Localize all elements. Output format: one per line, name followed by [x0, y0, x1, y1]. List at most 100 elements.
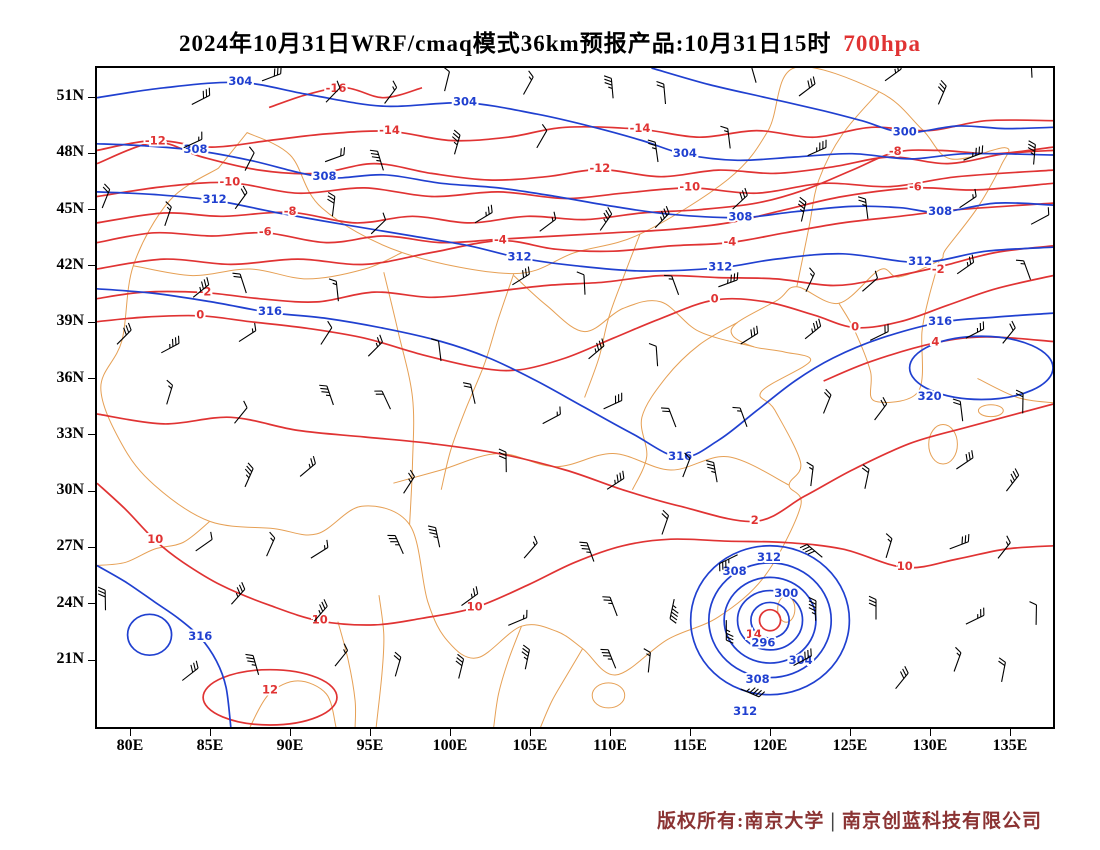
boundary-line — [100, 68, 1010, 676]
wind-barb — [299, 455, 316, 477]
y-axis-tick — [88, 209, 95, 211]
y-axis-tick — [88, 603, 95, 605]
wind-barb — [664, 274, 680, 295]
wind-barb — [656, 80, 667, 105]
contour-label: 300 — [774, 586, 798, 600]
y-axis-label: 42N — [56, 255, 84, 273]
contour-label: -4 — [723, 234, 736, 248]
contour-label: 312 — [708, 259, 732, 273]
wind-barb — [97, 586, 107, 611]
height-contour — [651, 68, 1053, 134]
contour-label: 296 — [751, 636, 775, 650]
contour-label: 312 — [203, 192, 227, 206]
wind-barb — [369, 149, 384, 171]
wind-barb — [869, 323, 889, 341]
boundary-line — [796, 91, 880, 287]
wind-barb — [234, 185, 248, 210]
wind-barb — [740, 325, 759, 345]
y-axis-label: 27N — [56, 537, 84, 555]
wind-barb — [732, 406, 748, 427]
wind-barb — [719, 554, 738, 572]
x-axis-tick — [449, 729, 451, 736]
forecast-map: -16 -14 -14 -12 -12 -10 -10 -8 -8 -6 -6 -4 -4 -2 -2 0 0 0… — [97, 68, 1053, 727]
wind-barb — [793, 648, 812, 666]
contour-label: 320 — [918, 389, 942, 403]
wind-barb — [884, 68, 902, 82]
wind-barb — [431, 338, 442, 362]
contour-label: -4 — [494, 232, 507, 246]
map-frame: -16 -14 -14 -12 -12 -10 -10 -8 -8 -6 -6 -4 -4 -2 -2 0 0 0… — [95, 66, 1055, 729]
boundary-line — [584, 233, 641, 398]
x-axis-tick — [689, 729, 691, 736]
wind-barb — [116, 322, 132, 345]
contour-label: -10 — [679, 180, 700, 194]
y-axis-tick — [88, 546, 95, 548]
x-axis-label: 120E — [752, 737, 788, 754]
wind-barb — [455, 653, 465, 679]
wind-barb — [804, 318, 822, 340]
wind-barb — [868, 595, 877, 620]
wind-barb — [238, 323, 257, 343]
wind-barb — [603, 75, 614, 99]
wind-barb — [588, 338, 605, 360]
contour-label: 300 — [893, 124, 917, 138]
wind-barb — [740, 687, 766, 698]
contour-label: 0 — [711, 292, 719, 306]
wind-barb — [261, 68, 282, 82]
wind-barb — [602, 596, 618, 617]
wind-barb — [521, 644, 530, 670]
boundary-line — [383, 272, 415, 525]
wind-barb — [965, 607, 985, 625]
y-axis-label: 24N — [56, 593, 84, 611]
wind-barb — [192, 277, 210, 298]
boundary-line — [493, 626, 522, 727]
wind-barb — [963, 145, 984, 161]
wind-barb — [164, 201, 172, 226]
contour-label: -6 — [909, 180, 922, 194]
contour-label: -12 — [145, 133, 166, 147]
wind-barb — [661, 407, 677, 428]
wind-barb — [191, 87, 211, 105]
wind-barb — [310, 539, 329, 559]
contour-label: 12 — [262, 682, 278, 696]
contour-label: -8 — [284, 204, 297, 218]
wind-barb — [374, 390, 391, 410]
wind-barb — [885, 533, 893, 558]
wind-barb — [606, 470, 625, 490]
contour-label: 316 — [188, 629, 212, 643]
x-axis-tick — [929, 729, 931, 736]
y-axis-tick — [88, 96, 95, 98]
x-axis-tick — [529, 729, 531, 736]
y-axis-label: 21N — [56, 650, 84, 667]
contour-label: 10 — [312, 613, 328, 627]
boundary-line — [249, 680, 337, 727]
height-contour — [689, 544, 851, 696]
temperature-contour — [97, 245, 1053, 303]
wind-barb — [599, 207, 613, 231]
contour-label: -2 — [199, 284, 212, 298]
page-title: 2024年10月31日WRF/cmaq模式36km预报产品:10月31日15时 7… — [0, 24, 1100, 58]
temperature-contour — [97, 119, 1053, 152]
x-axis-label: 110E — [593, 737, 627, 754]
wind-barb — [244, 462, 254, 488]
wind-barb — [937, 79, 947, 105]
contour-label: 308 — [723, 564, 747, 578]
x-axis-tick — [369, 729, 371, 736]
boundary-line — [337, 621, 357, 727]
wind-barb — [862, 270, 879, 292]
contour-label: -14 — [379, 123, 400, 137]
island-outline — [591, 682, 626, 709]
contour-layer — [97, 68, 1053, 727]
wind-barb — [956, 254, 975, 275]
y-axis-label: 51N — [56, 87, 84, 104]
wind-barb — [195, 531, 213, 552]
x-axis-label: 115E — [673, 737, 707, 754]
y-axis-label: 48N — [56, 143, 84, 161]
y-axis-label: 39N — [56, 312, 84, 330]
x-axis-tick — [209, 729, 211, 736]
wind-barb — [370, 212, 387, 235]
y-axis-tick — [88, 378, 95, 379]
height-contour — [97, 287, 1053, 459]
temperature-contour — [268, 86, 423, 109]
